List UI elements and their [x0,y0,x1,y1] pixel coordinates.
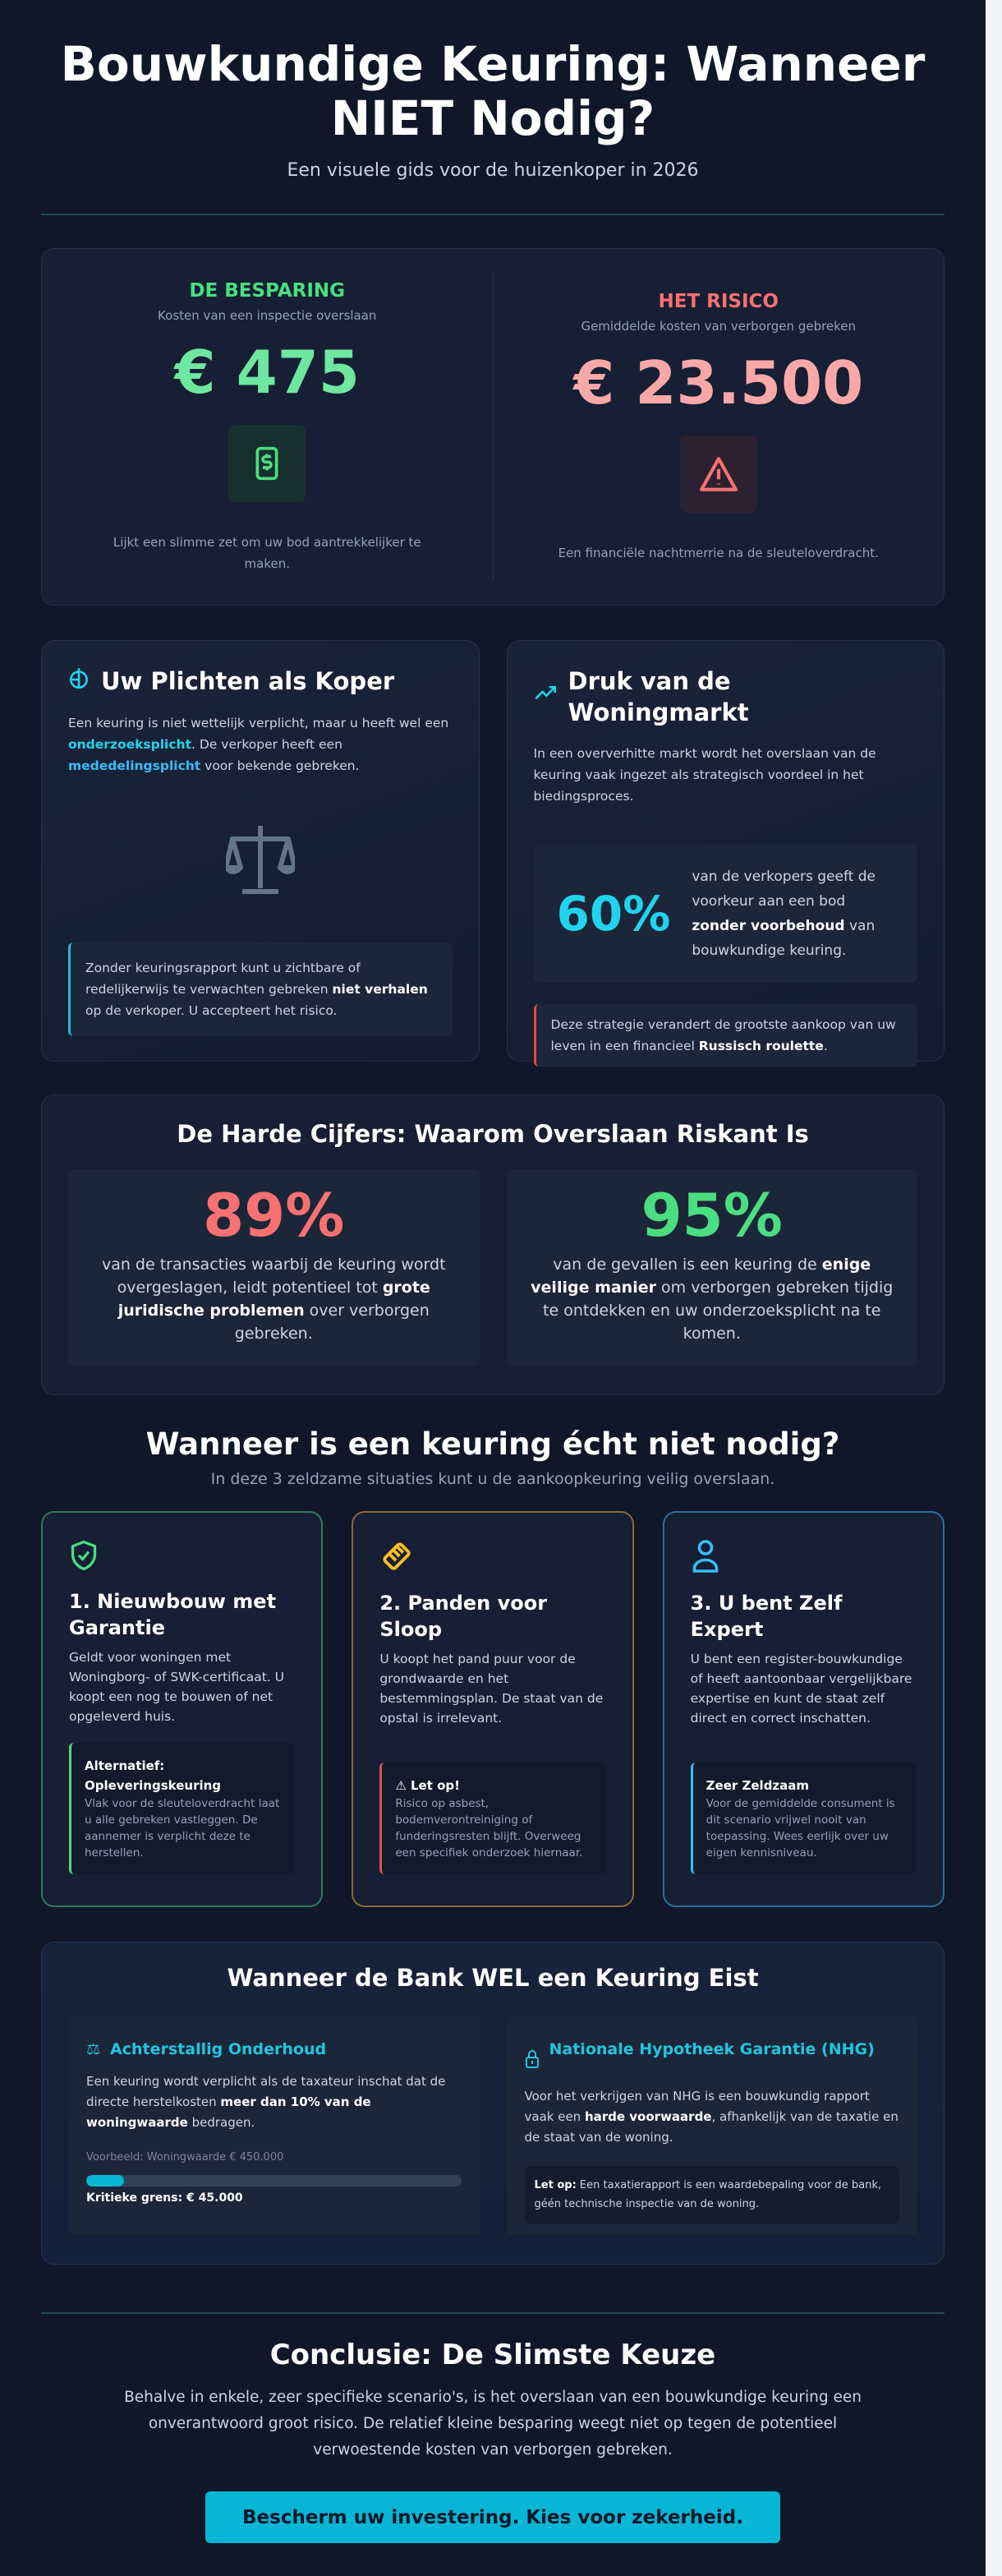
risk-amount: € 23.500 [573,348,864,417]
saving-label: DE BESPARING [189,279,346,302]
user-icon [691,1539,917,1577]
saving-amount: € 475 [174,337,360,407]
divider [41,214,945,215]
market-card: Druk van de Woningmarkt In een oververhi… [506,640,945,1067]
saving-note: Lijkt een slimme zet om uw bod aantrekke… [113,534,421,571]
duties-warning: Zonder keuringsrapport kunt u zichtbare … [68,942,453,1036]
scale-icon [68,666,90,698]
conclusion-text: Behalve in enkele, zeer specifieke scena… [124,2389,862,2458]
figure-value: 95% [641,1181,783,1250]
saving-column: DE BESPARING Kosten van een inspectie ov… [42,274,493,580]
divider [41,2312,945,2314]
bank-title: Wanneer de Bank WEL een Keuring Eist [227,1964,759,1992]
market-warning: Deze strategie verandert de grootste aan… [533,1004,917,1067]
case-text: Geldt voor woningen met Woningborg- of S… [69,1650,285,1724]
maintenance-box: ⚖ Achterstallig Onderhoud Een keuring wor… [68,2016,480,2234]
case-note: ⚠ Let op! Risico op asbest, bodemverontre… [379,1763,606,1874]
threshold-progress-bar [86,2175,462,2187]
market-stat-value: 60% [556,886,671,942]
nhg-box: Nationale Hypotheek Garantie (NHG) Voor … [506,2016,917,2234]
cases-title: Wanneer is een keuring écht niet nodig? [145,1426,840,1462]
case-card-new-build: 1. Nieuwbouw met Garantie Geldt voor won… [41,1511,324,1907]
risk-label: HET RISICO [658,290,779,312]
figure-text: van de transacties waarbij de keuring wo… [101,1256,446,1343]
market-title: Druk van de Woningmarkt [568,667,749,726]
market-stat-text: van de verkopers geeft de voorkeur aan e… [692,869,876,959]
case-title: 2. Panden voor Sloop [379,1592,548,1641]
example-label: Voorbeeld: Woningwaarde € 450.000 [86,2151,284,2164]
duties-card: Uw Plichten als Koper Een keuring is nie… [41,640,480,1062]
nhg-note: Let op: Een taxatierapport is een waarde… [524,2166,899,2223]
warning-icon [679,435,757,513]
demolition-icon [379,1539,605,1577]
figure-box: 89% van de transacties waarbij de keurin… [68,1169,480,1366]
threshold-label: Kritieke grens: € 45.000 [86,2191,243,2205]
case-text: U bent een register-bouwkundige of heeft… [690,1652,912,1726]
case-note: Zeer Zeldzaam Voor de gemiddelde consumen… [690,1763,917,1874]
figure-box: 95% van de gevallen is een keuring de en… [506,1169,917,1366]
figures-card: De Harde Cijfers: Waarom Overslaan Riska… [41,1094,945,1395]
market-stat: 60% van de verkopers geeft de voorkeur a… [533,845,917,983]
bank-card: Wanneer de Bank WEL een Keuring Eist ⚖ Ac… [41,1942,945,2265]
risk-sublabel: Gemiddelde kosten van verborgen gebreken [581,318,857,334]
trending-up-icon [534,677,557,708]
nhg-title: Nationale Hypotheek Garantie (NHG) [549,2040,875,2058]
case-title: 1. Nieuwbouw met Garantie [69,1590,277,1639]
column-divider [492,274,494,580]
saving-sublabel: Kosten van een inspectie overslaan [158,307,377,323]
maintenance-title: Achterstallig Onderhoud [110,2040,327,2058]
shield-check-icon [69,1539,295,1575]
risk-note: Een financiële nachtmerrie na de sleutel… [558,545,879,560]
maintenance-text: Een keuring wordt verplicht als de taxat… [86,2074,446,2130]
case-card-expert: 3. U bent Zelf Expert U bent een registe… [662,1511,945,1907]
market-intro: In een oververhitte markt wordt het over… [533,746,876,804]
case-card-demolition: 2. Panden voor Sloop U koopt het pand pu… [352,1511,634,1907]
lock-icon [525,2049,540,2076]
duties-title: Uw Plichten als Koper [101,667,395,695]
cases-subtitle: In deze 3 zeldzame situaties kunt u de a… [210,1470,775,1488]
page-title: Bouwkundige Keuring: Wanneer NIET Nodig? [60,36,926,146]
scale-icon: ⚖ [86,2040,101,2058]
figure-text: van de gevallen is een keuring de enige … [531,1256,894,1343]
cta-button[interactable]: Bescherm uw investering. Kies voor zeker… [205,2491,780,2543]
risk-column: HET RISICO Gemiddelde kosten van verborg… [494,274,945,580]
case-title: 3. U bent Zelf Expert [690,1592,843,1641]
case-text: U koopt het pand puur voor de grondwaard… [379,1652,604,1726]
duties-text: Een keuring is niet wettelijk verplicht,… [68,716,449,773]
comparison-card: DE BESPARING Kosten van een inspectie ov… [41,248,945,606]
page-subtitle: Een visuele gids voor de huizenkoper in … [287,160,699,181]
justice-scale-icon [68,776,453,942]
nhg-text: Voor het verkrijgen van NHG is een bouwk… [524,2089,899,2145]
conclusion-title: Conclusie: De Slimste Keuze [269,2339,716,2371]
figures-title: De Harde Cijfers: Waarom Overslaan Riska… [177,1120,809,1148]
money-icon [228,424,306,502]
figure-value: 89% [203,1181,345,1250]
case-note: Alternatief: Opleveringskeuring Vlak voor… [69,1743,296,1874]
